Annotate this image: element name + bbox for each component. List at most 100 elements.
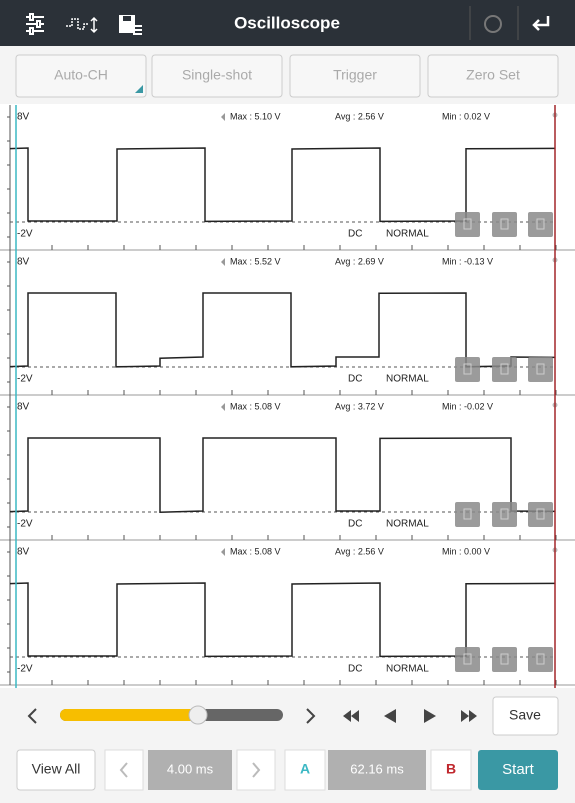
time-div: 4.00 ms [167, 761, 214, 776]
slider-left[interactable] [27, 708, 37, 724]
delta-box [328, 750, 426, 790]
refresh-icon[interactable] [484, 15, 502, 33]
min-value: Min : 0.00 V [442, 546, 490, 556]
waveform [9, 437, 556, 513]
cursor-b-button[interactable] [430, 749, 472, 791]
button-glyph [463, 218, 472, 230]
fast-back[interactable] [343, 710, 359, 722]
trigger-mode: NORMAL [386, 519, 429, 530]
time-div-box [148, 750, 232, 790]
min-value: Min : -0.02 V [442, 401, 493, 411]
avg-value: Avg : 2.56 V [335, 546, 384, 556]
screen-title: Oscilloscope [234, 13, 340, 32]
coupling: DC [348, 519, 362, 530]
save-icon[interactable] [119, 15, 142, 35]
avg-value: Avg : 2.69 V [335, 256, 384, 266]
channel-menu-button[interactable] [455, 357, 480, 382]
slider-right[interactable] [306, 708, 316, 724]
marker-left [221, 258, 225, 266]
settings-icon[interactable] [26, 13, 44, 35]
slider-knob[interactable] [188, 705, 208, 725]
cursor-a-button[interactable] [284, 749, 326, 791]
step-back[interactable] [384, 709, 396, 723]
bottom-scale-label: -2V [17, 229, 33, 240]
top-scale-label: 8V [17, 257, 30, 268]
max-value: Max : 5.10 V [230, 111, 281, 121]
cursor-a-label: A [300, 761, 310, 777]
min-value: Min : -0.13 V [442, 256, 493, 266]
bottom-scale-label: -2V [17, 664, 33, 675]
channel-menu-button[interactable] [455, 502, 480, 527]
marker-left [221, 403, 225, 411]
toolbar-button-label: Zero Set [466, 67, 520, 83]
waveform [9, 147, 556, 223]
toolbar-button[interactable] [151, 54, 283, 98]
button-glyph [536, 653, 545, 665]
button-glyph [463, 363, 472, 375]
bottom-scale-label: -2V [17, 374, 33, 385]
channel-move-button[interactable] [492, 502, 517, 527]
min-value: Min : 0.02 V [442, 111, 490, 121]
toolbar-button-label: Trigger [333, 67, 377, 83]
button-glyph [463, 508, 472, 520]
button-glyph [500, 363, 509, 375]
waveform [9, 292, 556, 368]
trigger-icon[interactable] [66, 18, 88, 30]
max-value: Max : 5.08 V [230, 546, 281, 556]
save-button[interactable] [492, 696, 559, 736]
view-all-label: View All [32, 761, 81, 777]
marker-left [221, 113, 225, 121]
channel-move-button[interactable] [492, 647, 517, 672]
slider-fill [60, 709, 200, 721]
chevron-left [119, 762, 128, 778]
channel-move-button[interactable] [492, 357, 517, 382]
toolbar-button[interactable] [289, 54, 421, 98]
step-forward[interactable] [424, 709, 436, 723]
button-glyph [536, 508, 545, 520]
coupling: DC [348, 664, 362, 675]
view-all-button[interactable] [16, 749, 96, 791]
top-scale-label: 8V [17, 547, 30, 558]
button-glyph [500, 218, 509, 230]
delta-time: 62.16 ms [350, 761, 404, 776]
start-button[interactable] [478, 750, 558, 790]
max-value: Max : 5.52 V [230, 256, 281, 266]
top-bar [0, 0, 575, 46]
trigger-mode: NORMAL [386, 664, 429, 675]
toolbar-buttons: Auto-CH Single-shot Trigger Zero Set [15, 54, 559, 98]
button-glyph [500, 508, 509, 520]
cursor-b-label: B [446, 761, 456, 777]
trigger-mode: NORMAL [386, 229, 429, 240]
marker-left [221, 548, 225, 556]
toolbar-button-label: Auto-CH [54, 67, 108, 83]
coupling: DC [348, 229, 362, 240]
back-icon[interactable] [532, 16, 550, 31]
button-glyph [463, 653, 472, 665]
channels: 8V -2V Max : 5.10 V Avg : 2.56 V Min : 0.02 … [0, 105, 575, 686]
channel-zoom-button[interactable] [528, 647, 553, 672]
bottom-scale-label: -2V [17, 519, 33, 530]
dropdown-indicator [135, 85, 143, 93]
time-down-button[interactable] [104, 749, 144, 791]
waveform [9, 582, 556, 658]
channel-zoom-button[interactable] [528, 502, 553, 527]
button-glyph [536, 363, 545, 375]
top-scale-label: 8V [17, 402, 30, 413]
channel-move-button[interactable] [492, 212, 517, 237]
channel-menu-button[interactable] [455, 212, 480, 237]
chevron-right [252, 762, 261, 778]
toolbar-button-label: Single-shot [182, 67, 252, 83]
channel-zoom-button[interactable] [528, 212, 553, 237]
channel-menu-button[interactable] [455, 647, 480, 672]
save-label: Save [509, 707, 541, 723]
avg-value: Avg : 3.72 V [335, 401, 384, 411]
time-up-button[interactable] [236, 749, 276, 791]
avg-value: Avg : 2.56 V [335, 111, 384, 121]
max-value: Max : 5.08 V [230, 401, 281, 411]
toolbar-button[interactable] [15, 54, 147, 98]
trigger-mode: NORMAL [386, 374, 429, 385]
channel-zoom-button[interactable] [528, 357, 553, 382]
fast-forward[interactable] [461, 710, 477, 722]
toolbar-button[interactable] [427, 54, 559, 98]
